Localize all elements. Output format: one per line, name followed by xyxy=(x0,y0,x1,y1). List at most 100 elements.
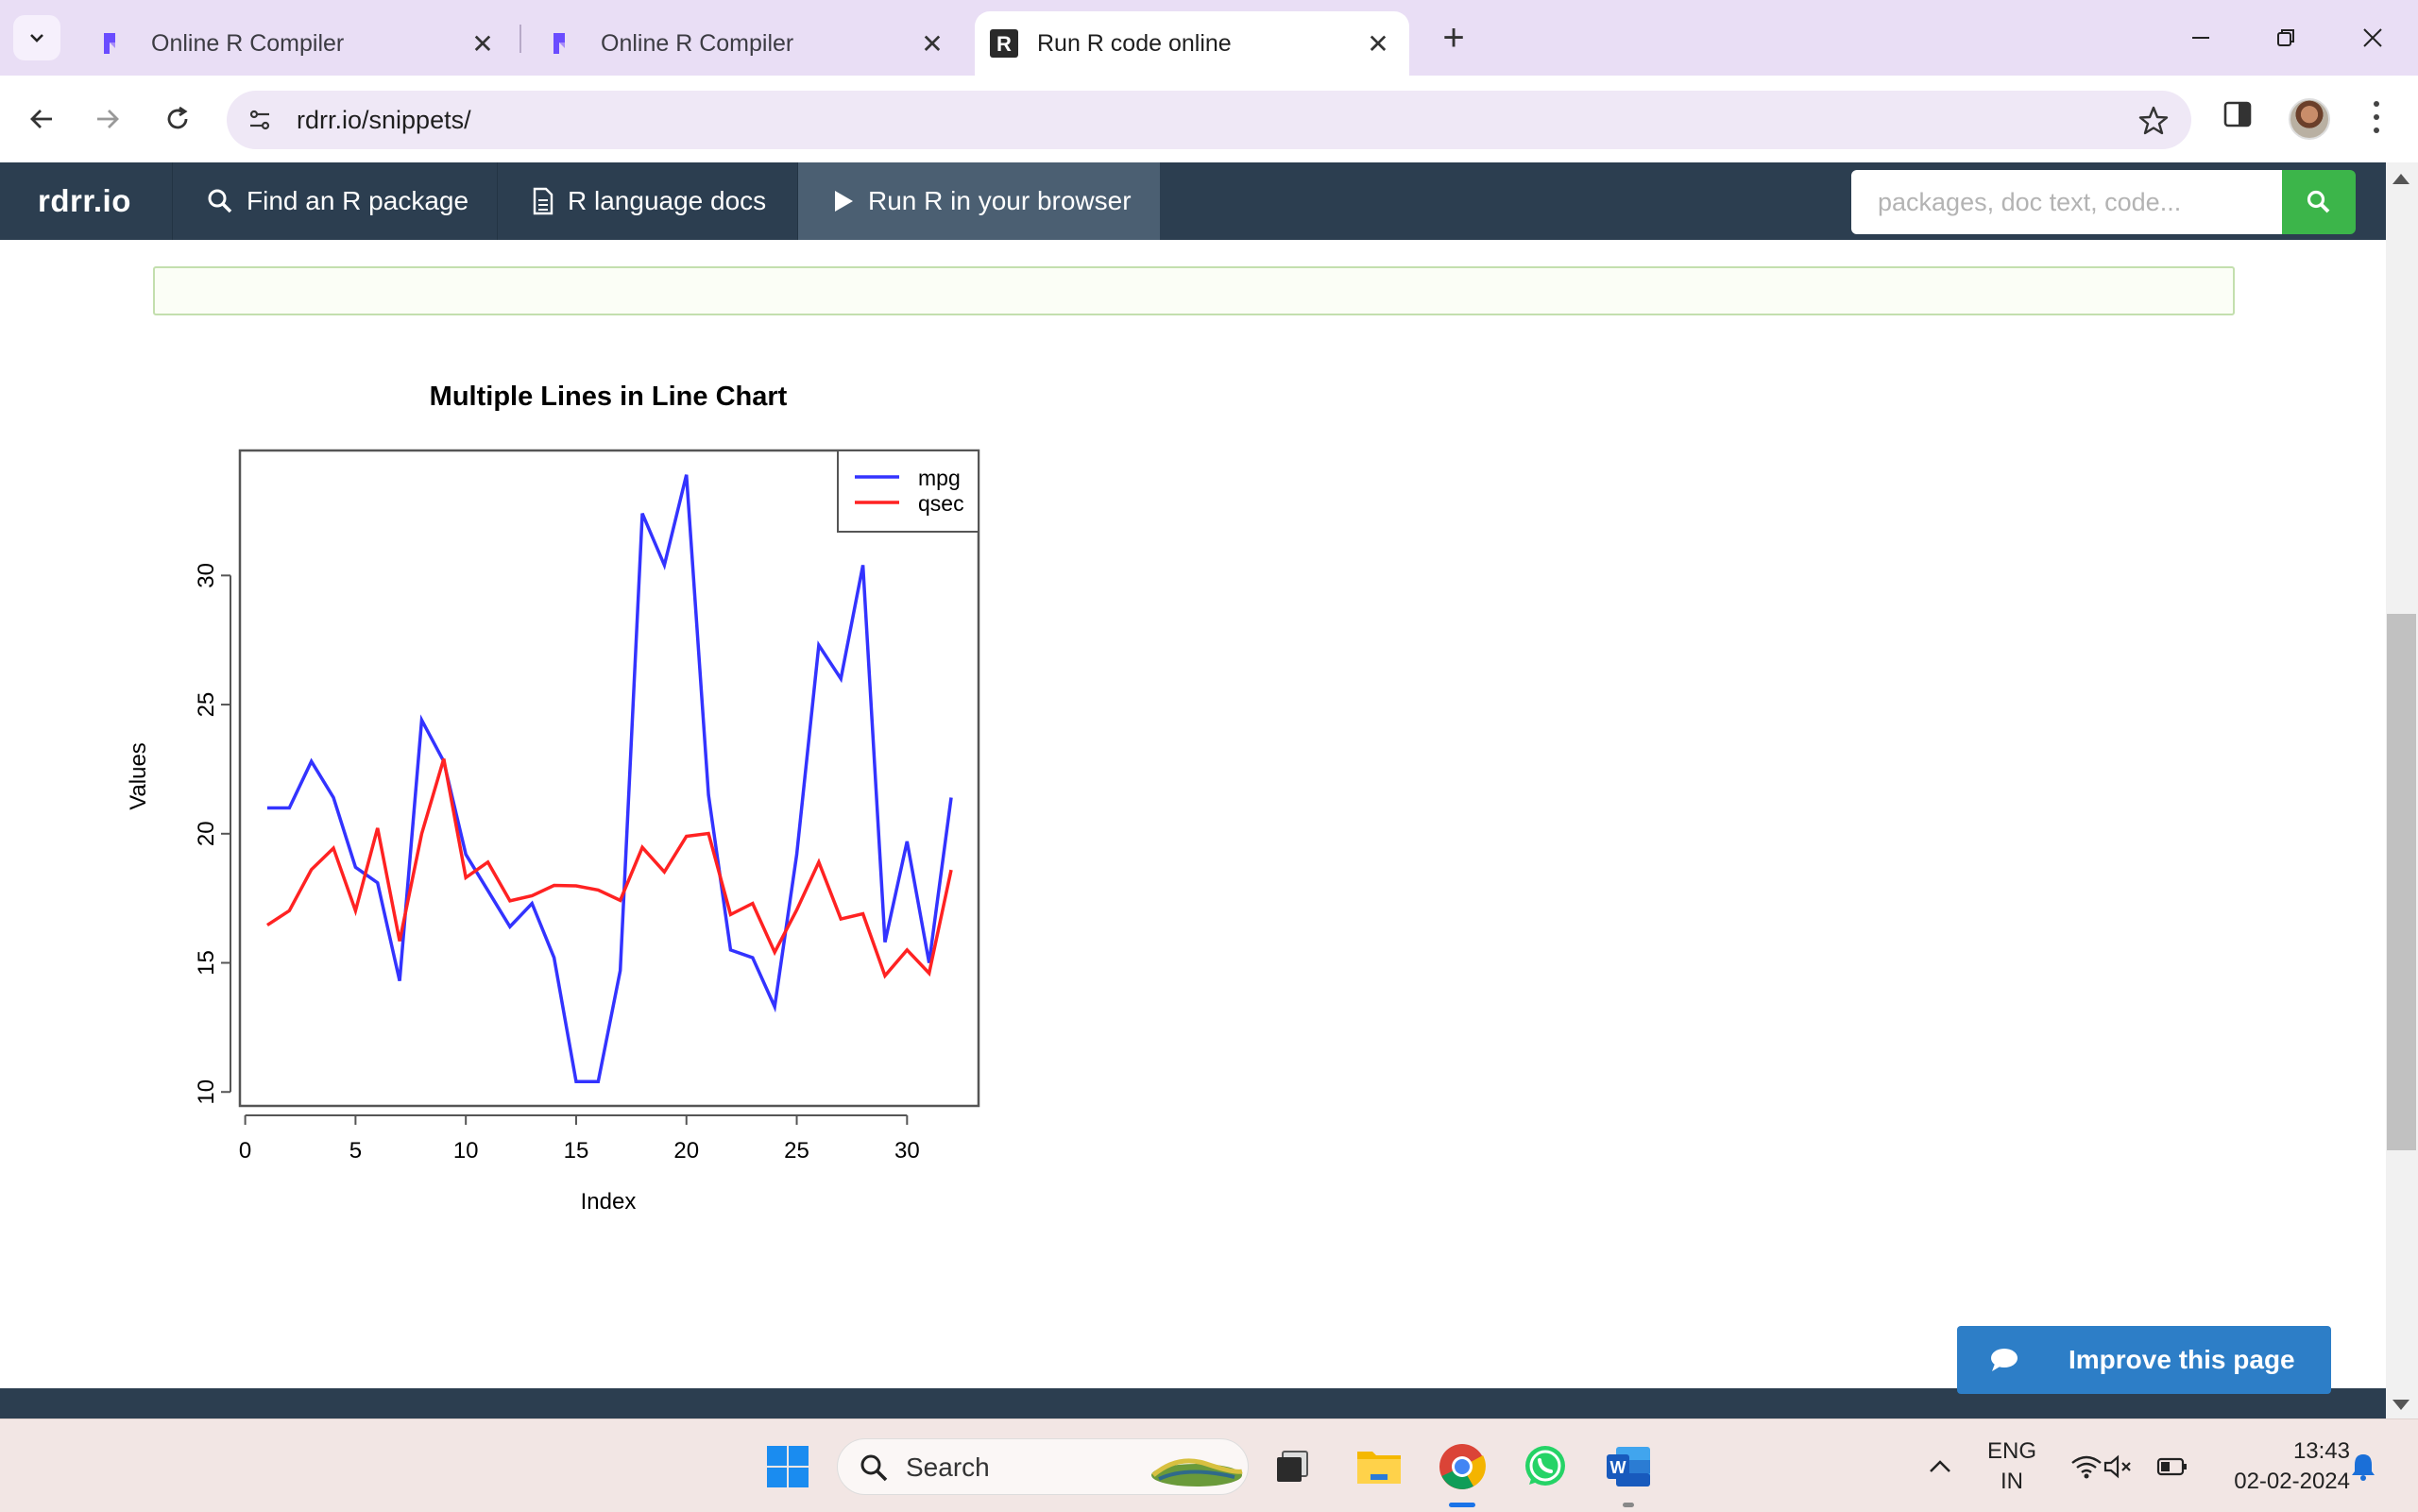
y-tick-label: 15 xyxy=(194,950,219,976)
nav-run-r[interactable]: Run R in your browser xyxy=(797,162,1160,240)
tab-online-r-compiler-2[interactable]: Online R Compiler ✕ xyxy=(510,11,963,76)
restore-button[interactable] xyxy=(2257,11,2314,64)
chrome-button[interactable] xyxy=(1436,1440,1489,1493)
back-button[interactable] xyxy=(17,94,66,144)
minimize-icon xyxy=(2192,37,2209,39)
clock[interactable]: 13:43 02-02-2024 xyxy=(2208,1436,2350,1497)
console-output-box xyxy=(153,266,2235,315)
nav-find-package[interactable]: Find an R package xyxy=(172,162,499,240)
svg-text:R: R xyxy=(996,32,1012,56)
file-explorer-button[interactable] xyxy=(1353,1440,1405,1493)
x-tick-label: 25 xyxy=(784,1138,809,1164)
scrollbar-thumb[interactable] xyxy=(2387,614,2416,1150)
document-icon xyxy=(533,187,553,215)
x-tick-label: 20 xyxy=(673,1138,699,1164)
play-icon xyxy=(835,191,853,212)
clock-date: 02-02-2024 xyxy=(2234,1469,2350,1494)
battery-status[interactable] xyxy=(2146,1440,2199,1493)
site-search-button[interactable] xyxy=(2282,170,2356,234)
series-line-mpg xyxy=(266,474,953,1084)
x-axis-label: Index xyxy=(581,1189,637,1215)
search-highlight-image xyxy=(1151,1458,1243,1487)
chat-bubble-icon xyxy=(1989,1347,2019,1373)
close-tab-icon[interactable]: ✕ xyxy=(471,28,494,59)
back-arrow-icon xyxy=(30,110,52,128)
close-icon xyxy=(2363,28,2382,47)
whatsapp-icon xyxy=(1525,1446,1565,1486)
scroll-down-arrow[interactable] xyxy=(2392,1400,2409,1410)
y-axis-label: Values xyxy=(126,742,151,810)
close-window-button[interactable] xyxy=(2344,11,2401,64)
y-tick-label: 25 xyxy=(194,692,219,718)
task-view-icon xyxy=(1277,1451,1308,1482)
folder-icon xyxy=(1357,1452,1401,1484)
nav-label: Find an R package xyxy=(247,186,469,215)
taskbar-search[interactable]: Search xyxy=(837,1438,1249,1495)
clock-time: 13:43 xyxy=(2292,1438,2350,1464)
reload-button[interactable] xyxy=(153,94,202,144)
word-button[interactable]: W xyxy=(1602,1440,1655,1493)
series-line-qsec xyxy=(266,757,953,979)
tab-title: Run R code online xyxy=(1037,29,1232,57)
start-button[interactable] xyxy=(761,1440,814,1493)
legend-label-mpg: mpg xyxy=(918,466,961,490)
y-tick-label: 20 xyxy=(194,821,219,846)
close-tab-icon[interactable]: ✕ xyxy=(1367,28,1389,59)
tab-title: Online R Compiler xyxy=(601,29,794,57)
address-bar[interactable]: rdrr.io/snippets/ xyxy=(227,91,2191,149)
new-tab-button[interactable]: + xyxy=(1442,16,1465,59)
site-logo[interactable]: rdrr.io xyxy=(38,183,131,218)
side-panel-button[interactable] xyxy=(2222,98,2256,132)
site-settings-icon[interactable] xyxy=(244,104,276,136)
x-tick-label: 30 xyxy=(894,1138,920,1164)
chart-legend: mpg qsec xyxy=(837,450,979,533)
task-view-button[interactable] xyxy=(1266,1440,1319,1493)
improve-page-button[interactable]: Improve this page xyxy=(1957,1326,2331,1394)
url-text: rdrr.io/snippets/ xyxy=(297,106,471,134)
word-running-indicator xyxy=(1623,1503,1634,1507)
whatsapp-button[interactable] xyxy=(1519,1440,1572,1493)
x-tick-label: 10 xyxy=(453,1138,479,1164)
battery-icon xyxy=(2156,1457,2187,1476)
notification-button[interactable] xyxy=(2339,1440,2388,1493)
tab-search-button[interactable] xyxy=(13,15,60,60)
language-code: ENG xyxy=(1986,1438,2036,1464)
nav-language-docs[interactable]: R language docs xyxy=(497,162,796,240)
tab-title: Online R Compiler xyxy=(151,29,345,57)
tab-online-r-compiler-1[interactable]: Online R Compiler ✕ xyxy=(60,11,514,76)
browser-menu-icon[interactable] xyxy=(2359,98,2393,136)
tab-run-r-code-online[interactable]: R Run R code online ✕ xyxy=(975,11,1409,76)
replit-like-icon xyxy=(546,29,574,58)
plot-frame xyxy=(238,449,980,1108)
chevron-down-icon xyxy=(30,34,43,42)
show-hidden-icons-button[interactable] xyxy=(1914,1440,1967,1493)
language-indicator[interactable]: ENG IN xyxy=(1978,1436,2046,1497)
forward-button[interactable] xyxy=(83,94,132,144)
site-search-input[interactable] xyxy=(1851,170,2282,234)
network-volume-battery[interactable] xyxy=(2055,1440,2150,1493)
chart-title: Multiple Lines in Line Chart xyxy=(430,382,788,412)
chrome-active-indicator xyxy=(1449,1503,1475,1507)
profile-avatar[interactable] xyxy=(2289,98,2330,140)
reload-icon xyxy=(167,106,188,129)
scroll-up-arrow[interactable] xyxy=(2392,174,2409,184)
line-chart: Multiple Lines in Line Chart Index Value… xyxy=(126,382,980,1215)
search-icon xyxy=(208,189,232,213)
forward-arrow-icon xyxy=(97,110,119,128)
bookmark-star-icon[interactable] xyxy=(2135,102,2172,140)
word-icon: W xyxy=(1607,1447,1650,1487)
replit-like-icon xyxy=(96,29,125,58)
side-panel-icon xyxy=(2223,101,2252,127)
x-tick-label: 5 xyxy=(349,1138,362,1164)
plot-output: Multiple Lines in Line Chart Index Value… xyxy=(113,359,1020,1247)
toolbar: rdrr.io/snippets/ xyxy=(0,76,2418,162)
close-tab-icon[interactable]: ✕ xyxy=(921,28,944,59)
taskbar-search-label: Search xyxy=(906,1453,990,1482)
minimize-button[interactable] xyxy=(2172,11,2229,64)
wifi-icon xyxy=(2071,1455,2102,1479)
svg-text:W: W xyxy=(1610,1458,1626,1477)
chrome-icon xyxy=(1439,1444,1486,1489)
x-tick-label: 15 xyxy=(564,1138,589,1164)
improve-label: Improve this page xyxy=(2069,1345,2295,1374)
x-tick-label: 0 xyxy=(239,1138,251,1164)
